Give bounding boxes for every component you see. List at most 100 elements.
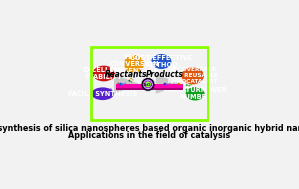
Text: Applications in the field of catalysis: Applications in the field of catalysis (68, 131, 231, 140)
Circle shape (180, 84, 181, 85)
Circle shape (166, 83, 168, 85)
Polygon shape (182, 77, 185, 81)
Text: Design and synthesis of silica nanospheres based organic inorganic hybrid nanoma: Design and synthesis of silica nanospher… (0, 125, 299, 133)
Text: SiO₂: SiO₂ (143, 83, 153, 87)
Ellipse shape (91, 87, 114, 100)
Circle shape (145, 81, 151, 88)
Circle shape (151, 81, 152, 83)
Polygon shape (150, 89, 151, 91)
Polygon shape (152, 81, 155, 83)
Bar (91, 47, 208, 120)
Polygon shape (135, 72, 138, 73)
Ellipse shape (181, 67, 204, 84)
Polygon shape (146, 77, 147, 79)
Circle shape (147, 80, 148, 81)
Circle shape (144, 81, 145, 83)
Polygon shape (152, 86, 155, 88)
Circle shape (169, 83, 170, 85)
Circle shape (145, 81, 146, 82)
Ellipse shape (93, 66, 115, 81)
Circle shape (130, 81, 132, 82)
Text: EXCELLENT
STABILITY: EXCELLENT STABILITY (83, 67, 125, 80)
Circle shape (147, 88, 148, 89)
Polygon shape (153, 83, 155, 84)
Polygon shape (110, 88, 112, 91)
Polygon shape (142, 80, 144, 81)
Circle shape (151, 86, 152, 87)
Polygon shape (153, 84, 155, 85)
Circle shape (146, 82, 148, 85)
Circle shape (146, 88, 147, 89)
Bar (116, 84, 183, 88)
Bar (116, 88, 183, 90)
Circle shape (122, 83, 124, 85)
Polygon shape (156, 74, 181, 94)
Polygon shape (141, 84, 143, 85)
Polygon shape (141, 83, 143, 84)
Text: RECOVERABLE
AND REUSABLE
NANOCATALYST: RECOVERABLE AND REUSABLE NANOCATALYST (167, 67, 218, 84)
Text: COST EFFECTIVE
METHOD: COST EFFECTIVE METHOD (130, 55, 193, 68)
Circle shape (148, 88, 149, 89)
Polygon shape (146, 89, 147, 92)
Polygon shape (151, 88, 152, 90)
Circle shape (143, 84, 144, 85)
Ellipse shape (186, 87, 205, 101)
Ellipse shape (124, 55, 144, 73)
Circle shape (132, 79, 134, 81)
Circle shape (164, 83, 166, 85)
Circle shape (143, 85, 144, 86)
Polygon shape (185, 88, 188, 91)
Circle shape (152, 83, 153, 84)
Circle shape (133, 77, 135, 78)
Polygon shape (143, 78, 145, 81)
Circle shape (178, 83, 179, 85)
Circle shape (186, 84, 188, 86)
Circle shape (143, 83, 144, 84)
Circle shape (152, 85, 153, 86)
Circle shape (150, 81, 151, 82)
Polygon shape (149, 89, 150, 92)
Polygon shape (142, 87, 144, 89)
Polygon shape (145, 78, 146, 80)
Text: FACILE SYNTHESIS: FACILE SYNTHESIS (68, 91, 137, 97)
Polygon shape (141, 81, 144, 83)
Circle shape (152, 84, 153, 85)
Ellipse shape (151, 54, 171, 69)
Circle shape (145, 87, 146, 88)
Circle shape (144, 86, 145, 87)
Circle shape (118, 83, 119, 84)
Circle shape (149, 88, 150, 89)
Circle shape (124, 83, 126, 84)
Polygon shape (143, 88, 145, 90)
Circle shape (188, 85, 190, 86)
Polygon shape (147, 77, 148, 79)
Circle shape (119, 86, 120, 87)
Circle shape (148, 80, 149, 81)
Circle shape (149, 80, 150, 81)
Polygon shape (141, 86, 144, 88)
Circle shape (146, 80, 147, 81)
Circle shape (179, 83, 180, 84)
Polygon shape (112, 77, 114, 79)
Circle shape (130, 77, 132, 79)
Text: HIGH TURNOVER
NUMBER: HIGH TURNOVER NUMBER (164, 87, 226, 100)
Polygon shape (114, 74, 139, 94)
Circle shape (128, 80, 130, 82)
Text: Products: Products (145, 70, 183, 79)
Circle shape (142, 78, 154, 91)
Circle shape (190, 84, 192, 86)
Polygon shape (158, 68, 161, 69)
Polygon shape (152, 87, 154, 89)
Circle shape (119, 83, 122, 85)
Polygon shape (151, 78, 152, 81)
Polygon shape (152, 80, 154, 81)
Circle shape (143, 79, 153, 90)
Text: HIGH
CONVERSION
PERCENTAGE: HIGH CONVERSION PERCENTAGE (109, 54, 159, 74)
Polygon shape (149, 77, 150, 79)
Polygon shape (145, 89, 146, 91)
Polygon shape (150, 78, 151, 80)
Polygon shape (147, 90, 148, 92)
Text: Reactants: Reactants (105, 70, 148, 79)
Polygon shape (153, 85, 155, 86)
Circle shape (150, 87, 151, 88)
